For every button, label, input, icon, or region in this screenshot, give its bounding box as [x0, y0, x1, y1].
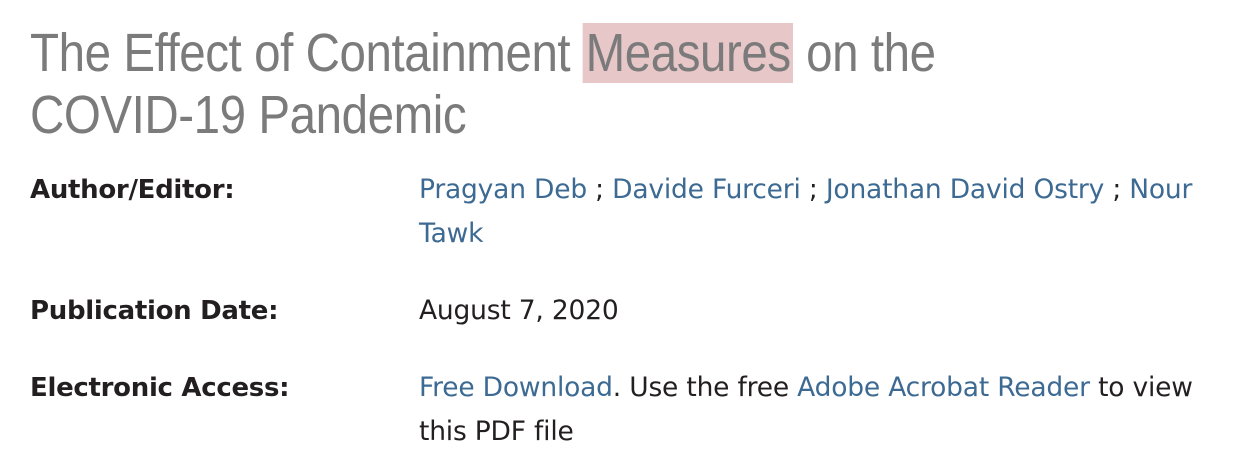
access-text: . Use the free [612, 372, 798, 403]
author-separator: ; [586, 174, 613, 205]
free-download-link[interactable]: Free Download [419, 372, 613, 403]
author-link-furceri[interactable]: Davide Furceri [612, 174, 801, 205]
publication-date-value: August 7, 2020 [419, 295, 619, 326]
author-label: Author/Editor: [30, 175, 235, 205]
author-separator: ; [800, 174, 826, 205]
author-list: Pragyan Deb ; Davide Furceri ; Jonathan … [419, 168, 1219, 256]
publication-title: The Effect of Containment Measures on th… [30, 22, 1086, 146]
electronic-access-label: Electronic Access: [30, 373, 290, 403]
access-text-end: to view this PDF file [419, 372, 1193, 447]
author-link-ostry[interactable]: Jonathan David Ostry [825, 174, 1105, 205]
adobe-reader-link[interactable]: Adobe Acrobat Reader [797, 372, 1090, 403]
author-link-tawk[interactable]: Nour Tawk [419, 174, 1193, 249]
author-separator: ; [1104, 174, 1130, 205]
search-highlight: Measures [582, 23, 794, 83]
publication-date-label: Publication Date: [30, 296, 279, 326]
electronic-access-value: Free Download. Use the free Adobe Acroba… [419, 366, 1219, 454]
author-link-deb[interactable]: Pragyan Deb [419, 174, 587, 205]
title-text-start: The Effect of Containment [30, 23, 583, 83]
title-text-end: on the COVID-19 Pandemic [30, 23, 936, 145]
